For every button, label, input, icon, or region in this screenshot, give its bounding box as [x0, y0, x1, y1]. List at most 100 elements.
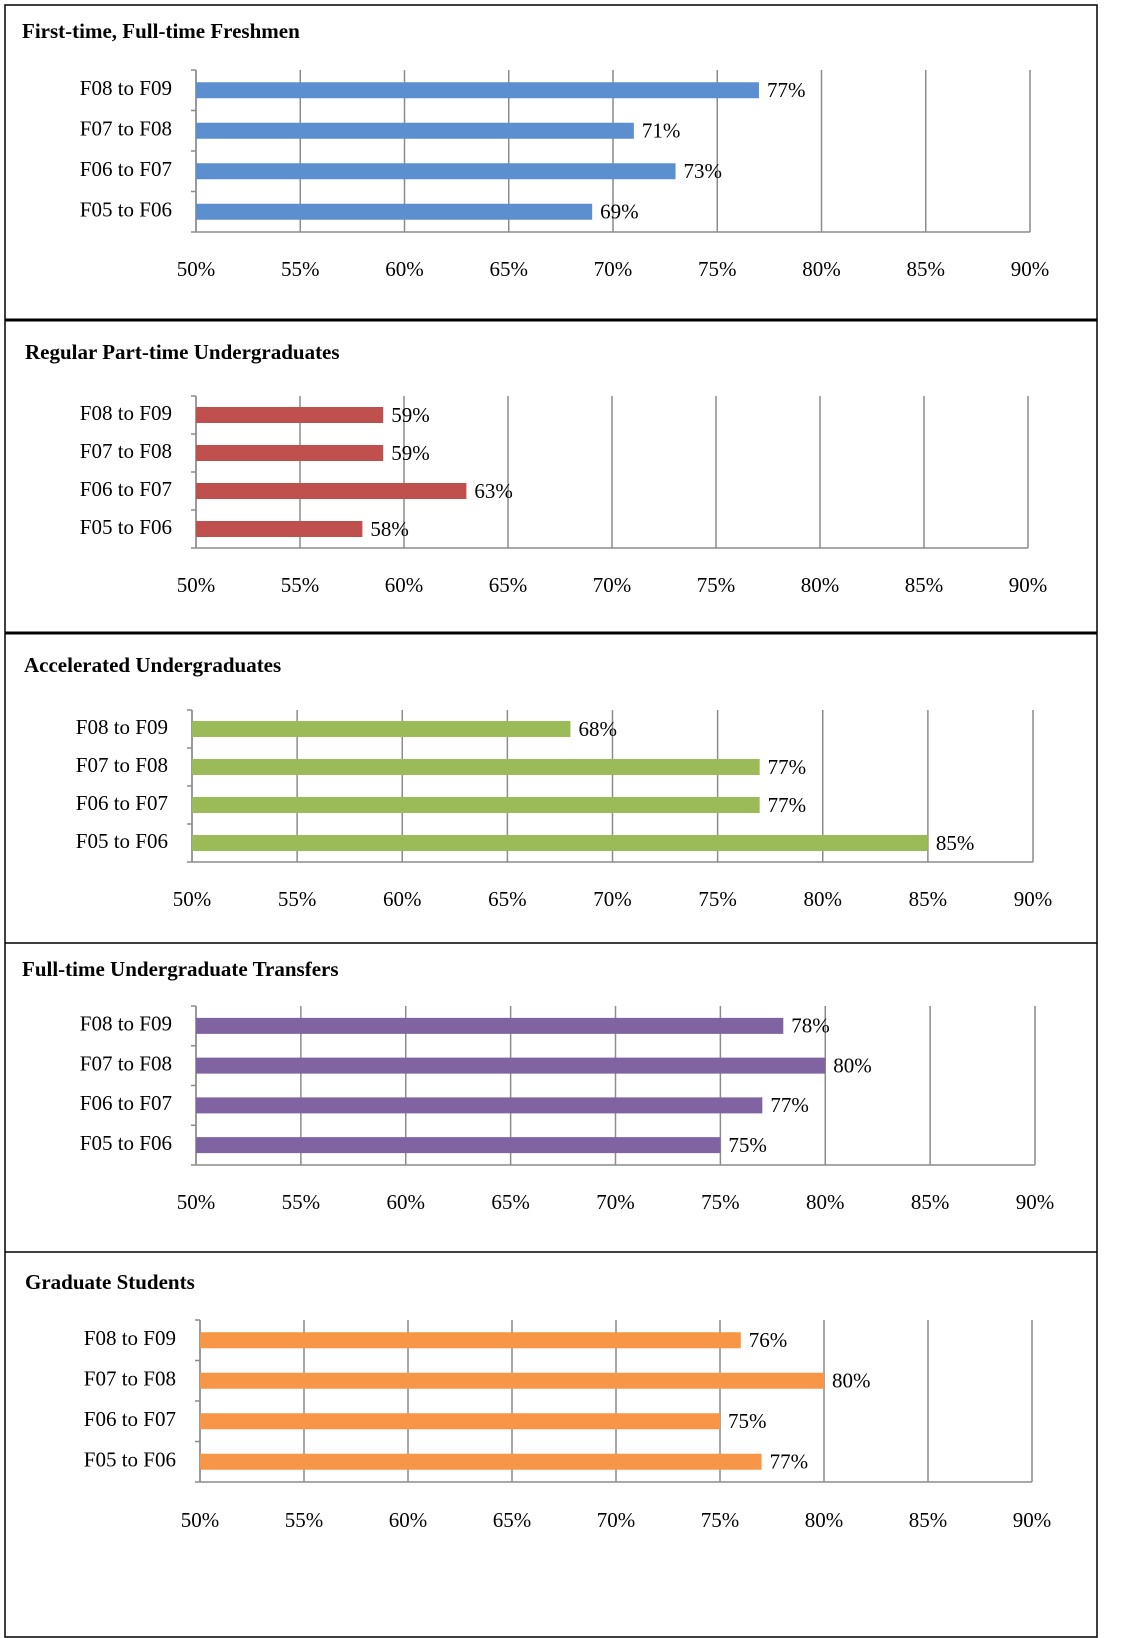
bar [192, 835, 928, 851]
x-tick-label: 60% [385, 573, 424, 597]
x-tick-label: 85% [911, 1190, 950, 1214]
x-tick-label: 55% [282, 1190, 321, 1214]
value-label: 59% [391, 441, 430, 465]
x-tick-label: 60% [387, 1190, 426, 1214]
x-tick-label: 85% [905, 573, 944, 597]
x-tick-label: 50% [177, 573, 216, 597]
x-tick-label: 60% [389, 1508, 428, 1532]
y-tick-label: F08 to F09 [76, 715, 168, 739]
x-tick-label: 80% [801, 573, 840, 597]
bar [196, 1057, 826, 1074]
bar [196, 82, 759, 99]
value-label: 68% [578, 717, 617, 741]
y-tick-label: F06 to F07 [84, 1407, 176, 1431]
x-tick-label: 80% [802, 257, 841, 281]
y-tick-label: F08 to F09 [80, 401, 172, 425]
value-label: 58% [370, 517, 409, 541]
x-tick-label: 65% [491, 1190, 530, 1214]
x-tick-label: 65% [490, 257, 529, 281]
bar [196, 521, 363, 537]
y-tick-label: F08 to F09 [80, 76, 172, 100]
bar [200, 1372, 824, 1389]
value-label: 73% [684, 159, 723, 183]
x-tick-label: 75% [698, 887, 737, 911]
y-tick-label: F07 to F08 [84, 1367, 176, 1391]
x-tick-label: 65% [488, 887, 527, 911]
outer-border [4, 4, 1098, 1638]
chart-title: Full-time Undergraduate Transfers [22, 957, 339, 981]
x-tick-label: 55% [278, 887, 317, 911]
value-label: 77% [768, 793, 807, 817]
value-label: 85% [936, 831, 975, 855]
y-tick-label: F08 to F09 [84, 1326, 176, 1350]
x-tick-label: 75% [697, 573, 736, 597]
bar [196, 483, 467, 499]
y-tick-label: F07 to F08 [80, 1051, 172, 1075]
y-tick-label: F06 to F07 [80, 1091, 172, 1115]
x-tick-label: 50% [177, 257, 216, 281]
x-tick-label: 85% [907, 257, 946, 281]
value-label: 71% [642, 119, 681, 143]
bar [192, 721, 571, 737]
bar [200, 1332, 741, 1349]
x-tick-label: 75% [701, 1190, 740, 1214]
x-tick-label: 55% [285, 1508, 324, 1532]
value-label: 69% [600, 200, 639, 224]
value-label: 77% [768, 755, 807, 779]
y-tick-label: F06 to F07 [76, 791, 168, 815]
y-tick-label: F07 to F08 [76, 753, 168, 777]
chart-title: First-time, Full-time Freshmen [22, 19, 300, 43]
x-tick-label: 50% [177, 1190, 216, 1214]
y-tick-label: F08 to F09 [80, 1012, 172, 1036]
x-tick-label: 60% [383, 887, 422, 911]
x-tick-label: 65% [493, 1508, 532, 1532]
x-tick-label: 75% [698, 257, 737, 281]
bar [192, 759, 760, 775]
x-tick-label: 90% [1014, 887, 1053, 911]
bar [196, 407, 384, 423]
y-tick-label: F05 to F06 [84, 1448, 176, 1472]
x-tick-label: 65% [489, 573, 528, 597]
bar [196, 445, 384, 461]
value-label: 63% [474, 479, 513, 503]
y-tick-label: F06 to F07 [80, 477, 172, 501]
chart-title: Accelerated Undergraduates [24, 653, 281, 677]
y-tick-label: F07 to F08 [80, 439, 172, 463]
bar [200, 1453, 762, 1470]
x-tick-label: 50% [173, 887, 212, 911]
x-tick-label: 50% [181, 1508, 220, 1532]
value-label: 80% [833, 1053, 872, 1077]
value-label: 59% [391, 403, 430, 427]
value-label: 77% [767, 78, 806, 102]
y-tick-label: F06 to F07 [80, 157, 172, 181]
bar [200, 1413, 720, 1430]
x-tick-label: 55% [281, 257, 320, 281]
y-tick-label: F07 to F08 [80, 117, 172, 141]
x-tick-label: 60% [385, 257, 424, 281]
value-label: 75% [728, 1409, 767, 1433]
x-tick-label: 70% [593, 573, 632, 597]
y-tick-label: F05 to F06 [80, 515, 172, 539]
x-tick-label: 80% [805, 1508, 844, 1532]
bar [192, 797, 760, 813]
x-tick-label: 90% [1013, 1508, 1052, 1532]
y-tick-label: F05 to F06 [80, 1131, 172, 1155]
value-label: 78% [791, 1014, 830, 1038]
x-tick-label: 70% [597, 1508, 636, 1532]
x-tick-label: 90% [1011, 257, 1050, 281]
bar [196, 163, 676, 180]
x-tick-label: 80% [804, 887, 843, 911]
bar [196, 1097, 763, 1114]
bar [196, 122, 634, 139]
x-tick-label: 85% [909, 887, 948, 911]
bar [196, 1137, 721, 1154]
y-tick-label: F05 to F06 [76, 829, 168, 853]
x-tick-label: 85% [909, 1508, 948, 1532]
value-label: 77% [770, 1093, 809, 1117]
x-tick-label: 90% [1009, 573, 1048, 597]
x-tick-label: 80% [806, 1190, 845, 1214]
value-label: 80% [832, 1369, 871, 1393]
chart-title: Regular Part-time Undergraduates [25, 340, 340, 364]
